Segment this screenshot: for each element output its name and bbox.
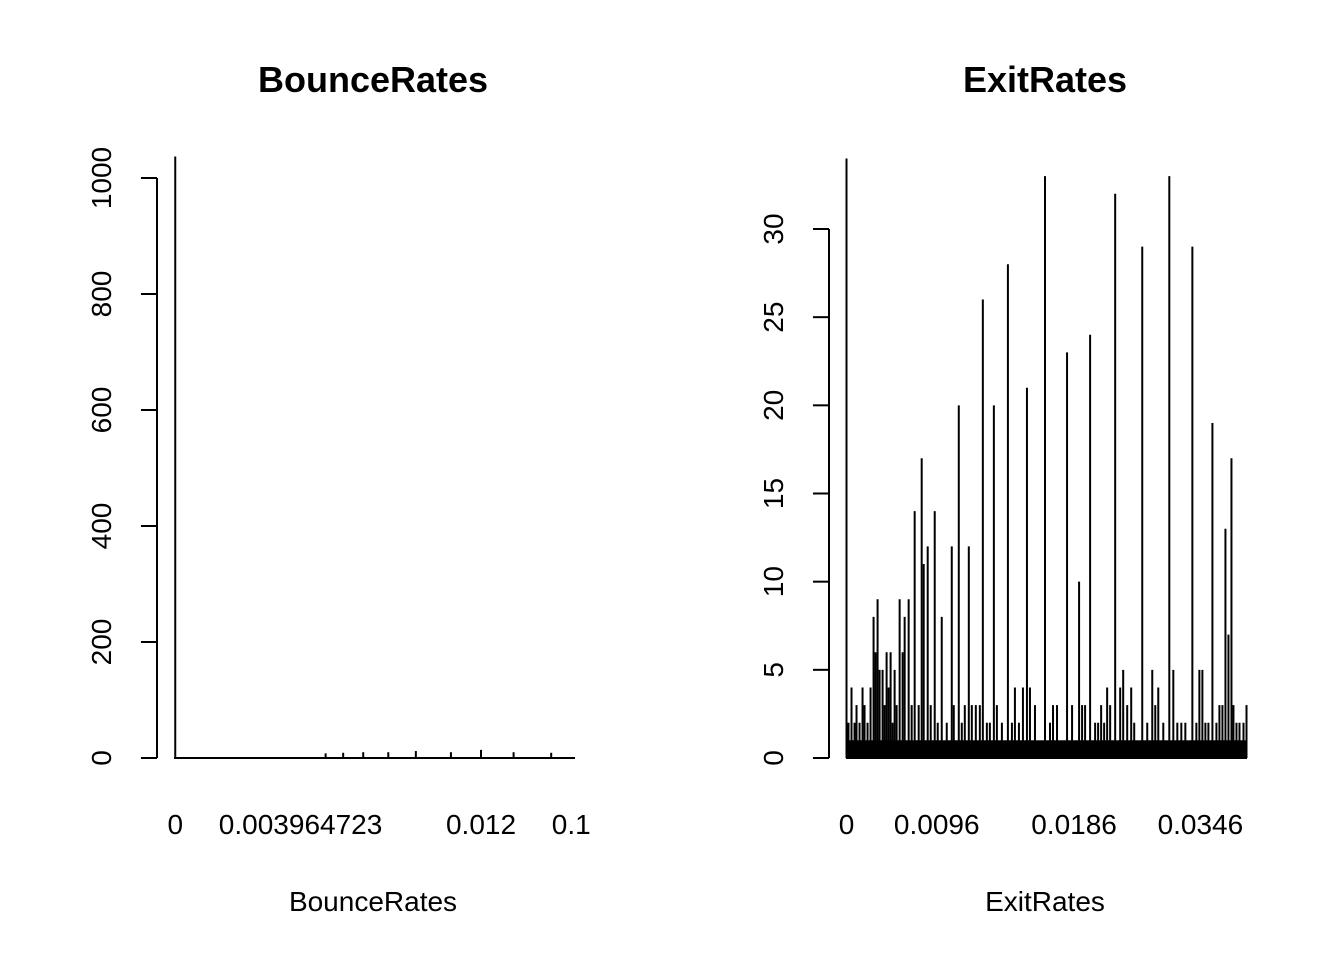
- panel-exitrates: ExitRates ExitRates 0 5 10 15 20 25 30 0 0.0096…: [758, 59, 1248, 917]
- y-tick-label: 1000: [86, 147, 117, 209]
- x-axis-ticks: 0 0.0096 0.0186 0.0346: [839, 809, 1243, 840]
- x-axis-ticks: 0 0.003964723 0.012 0.1: [167, 809, 590, 840]
- y-tick-label: 600: [86, 387, 117, 434]
- x-tick-label: 0.0186: [1031, 809, 1117, 840]
- x-tick-label: 0: [839, 809, 855, 840]
- y-tick-label: 200: [86, 619, 117, 666]
- x-tick-label: 0.0346: [1158, 809, 1244, 840]
- x-tick-label: 0.003964723: [219, 809, 383, 840]
- x-axis-label: BounceRates: [289, 886, 457, 917]
- y-tick-label: 800: [86, 271, 117, 318]
- y-tick-label: 20: [758, 390, 789, 421]
- panel-bouncerates: BounceRates BounceRates 0 200 400 600 800 100…: [86, 59, 591, 917]
- y-tick-label: 0: [758, 750, 789, 766]
- chart-title: ExitRates: [963, 59, 1127, 100]
- y-tick-label: 25: [758, 302, 789, 333]
- y-axis: 0 5 10 15 20 25 30: [758, 213, 830, 766]
- x-tick-label: 0.1: [552, 809, 591, 840]
- y-tick-label: 30: [758, 213, 789, 244]
- y-tick-label: 5: [758, 662, 789, 678]
- x-tick-label: 0: [167, 809, 183, 840]
- x-axis-label: ExitRates: [985, 886, 1105, 917]
- y-tick-label: 15: [758, 478, 789, 509]
- y-tick-label: 400: [86, 503, 117, 550]
- chart-title: BounceRates: [258, 59, 488, 100]
- x-tick-label: 0.0096: [894, 809, 980, 840]
- histogram-bars: [845, 158, 1248, 759]
- y-axis: 0 200 400 600 800 1000: [86, 147, 158, 766]
- histogram-bars: [174, 156, 575, 759]
- y-tick-label: 0: [86, 750, 117, 766]
- x-tick-label: 0.012: [446, 809, 516, 840]
- y-tick-label: 10: [758, 566, 789, 597]
